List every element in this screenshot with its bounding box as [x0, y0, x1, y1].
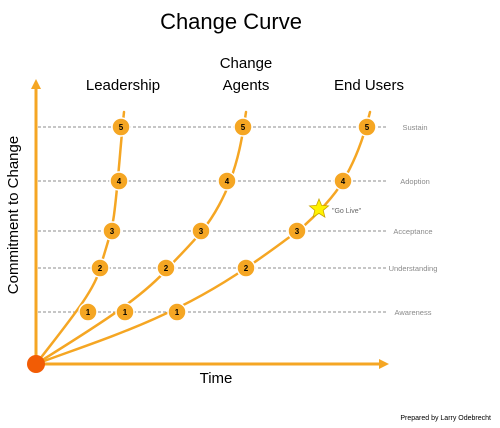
column-label-end-users: End Users	[334, 77, 404, 94]
svg-text:3: 3	[295, 227, 300, 236]
leadership-node-1: 1	[78, 302, 98, 322]
change-agents-node-4: 4	[217, 171, 237, 191]
x-axis-label: Time	[200, 370, 233, 387]
stage-label-awareness: Awareness	[395, 308, 432, 317]
stage-label-acceptance: Acceptance	[393, 227, 432, 236]
leadership-node-3: 3	[102, 221, 122, 241]
svg-text:1: 1	[175, 308, 180, 317]
leadership-node-5: 5	[111, 117, 131, 137]
leadership-node-4: 4	[109, 171, 129, 191]
change-agents-node-2: 2	[156, 258, 176, 278]
stage-label-understanding: Understanding	[389, 264, 438, 273]
svg-text:5: 5	[119, 123, 124, 132]
origin-point	[27, 355, 45, 373]
end-users-node-5: 5	[357, 117, 377, 137]
svg-text:2: 2	[164, 264, 169, 273]
go-live-star-icon	[308, 197, 330, 218]
svg-text:2: 2	[244, 264, 249, 273]
leadership-nodes: 1 2 3 4 5	[78, 117, 131, 322]
svg-text:1: 1	[86, 308, 91, 317]
svg-text:5: 5	[365, 123, 370, 132]
end-users-curve	[34, 110, 372, 366]
svg-text:5: 5	[241, 123, 246, 132]
stage-label-sustain: Sustain	[402, 123, 427, 132]
column-label-change-agents-line1: Change	[220, 55, 273, 72]
go-live-label: "Go Live"	[332, 208, 362, 215]
leadership-node-2: 2	[90, 258, 110, 278]
svg-text:3: 3	[110, 227, 115, 236]
change-agents-curve	[34, 110, 248, 366]
credit-text: Prepared by Larry Odebrecht	[400, 415, 491, 422]
svg-text:4: 4	[225, 177, 230, 186]
change-agents-node-3: 3	[191, 221, 211, 241]
svg-text:4: 4	[117, 177, 122, 186]
end-users-node-2: 2	[236, 258, 256, 278]
column-label-change-agents-line2: Agents	[223, 77, 270, 94]
y-axis-label: Commitment to Change	[5, 136, 22, 294]
svg-text:1: 1	[123, 308, 128, 317]
end-users-nodes: 1 2 3 4 5	[167, 117, 377, 322]
change-agents-node-1: 1	[115, 302, 135, 322]
svg-text:2: 2	[98, 264, 103, 273]
svg-text:4: 4	[341, 177, 346, 186]
end-users-node-3: 3	[287, 221, 307, 241]
end-users-node-4: 4	[333, 171, 353, 191]
svg-text:3: 3	[199, 227, 204, 236]
end-users-node-1: 1	[167, 302, 187, 322]
change-agents-node-5: 5	[233, 117, 253, 137]
column-label-leadership: Leadership	[86, 77, 160, 94]
change-agents-nodes: 1 2 3 4 5	[115, 117, 253, 322]
stage-label-adoption: Adoption	[400, 177, 430, 186]
diagram-title: Change Curve	[160, 9, 302, 34]
